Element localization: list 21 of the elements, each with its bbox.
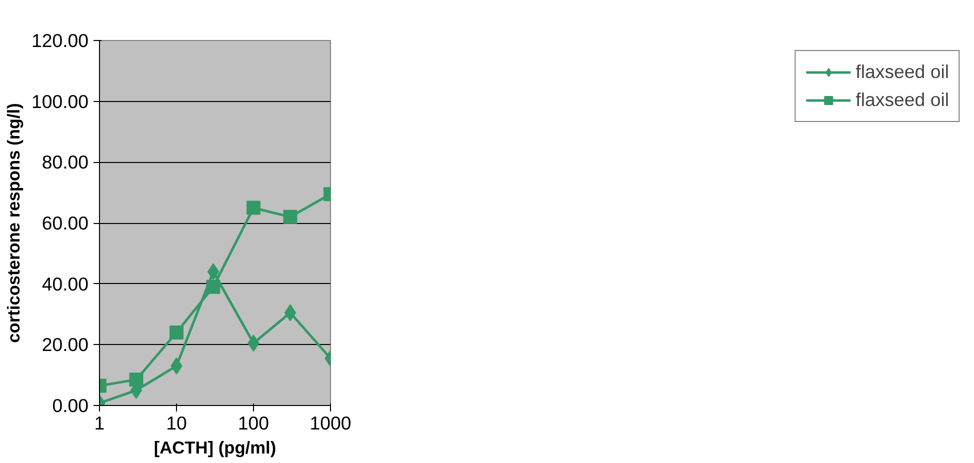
y-tick-label: 100.00 bbox=[31, 90, 88, 112]
legend-label: flaxseed oil bbox=[856, 89, 949, 111]
y-tick-label: 40.00 bbox=[42, 273, 88, 294]
y-tick-label: 80.00 bbox=[42, 152, 88, 173]
legend-label: flaxseed oil bbox=[856, 61, 949, 83]
point bbox=[246, 200, 260, 215]
point bbox=[207, 263, 220, 280]
y-tick-label: 60.00 bbox=[42, 212, 88, 234]
y-axis-title: corticosterone respons (ng/l) bbox=[3, 103, 24, 343]
y-tick-label: 0.00 bbox=[52, 395, 88, 416]
x-tick-label: 10 bbox=[166, 412, 187, 434]
x-tick-label: 1000 bbox=[310, 412, 352, 434]
y-tick-label: 120.00 bbox=[31, 30, 88, 51]
point bbox=[206, 280, 220, 294]
point bbox=[284, 304, 296, 322]
x-tick-label: 1 bbox=[94, 412, 105, 434]
point bbox=[283, 210, 298, 224]
x-tick-label: 100 bbox=[238, 412, 270, 434]
point bbox=[170, 326, 184, 340]
y-tick-label: 20.00 bbox=[42, 334, 88, 356]
x-axis-title: [ACTH] (pg/ml) bbox=[154, 438, 276, 458]
